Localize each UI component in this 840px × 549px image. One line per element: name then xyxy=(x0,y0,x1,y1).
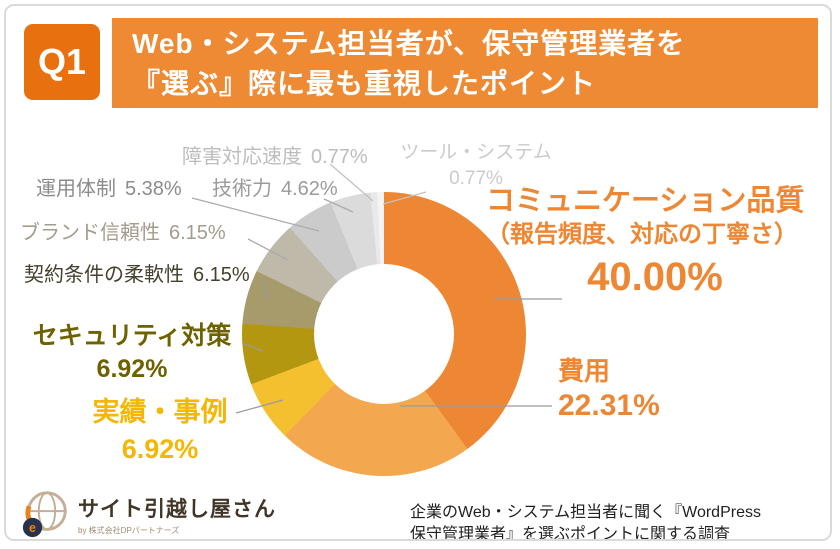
label-communication-line1: コミュニケーション品質 xyxy=(486,185,805,217)
brand-text-block: サイト引越し屋さん by 株式会社DPパートナーズ xyxy=(78,493,276,536)
label-communication-line2: （報告頻度、対応の丁寧さ） xyxy=(486,221,798,248)
label-contract-flexibility: 契約条件の柔軟性 6.15% xyxy=(24,258,250,287)
label-operation-structure: 運用体制 5.38% xyxy=(36,172,182,201)
label-incident-text: 障害対応速度 xyxy=(182,146,302,168)
title-line2: 『選ぶ』際に最も重視したポイント xyxy=(132,68,597,99)
label-security-pct: 6.92% xyxy=(96,355,168,383)
label-incident-pct: 0.77% xyxy=(311,146,368,168)
label-skill-pct: 4.62% xyxy=(281,178,338,200)
label-security-measures: セキュリティ対策 6.92% xyxy=(14,320,250,386)
survey-source-note: 企業のWeb・システム担当者に聞く『WordPress 保守管理業者』を選ぶポイ… xyxy=(410,502,761,541)
title-banner: Web・システム担当者が、保守管理業者を 『選ぶ』際に最も重視したポイント xyxy=(112,18,818,108)
label-brand-pct: 6.15% xyxy=(169,222,226,244)
label-contract-pct: 6.15% xyxy=(193,264,250,286)
globe-icon: e xyxy=(22,491,67,538)
label-technical-skill: 技術力 4.62% xyxy=(212,172,338,201)
survey-card: Q1 Web・システム担当者が、保守管理業者を 『選ぶ』際に最も重視したポイント… xyxy=(4,4,832,541)
donut-hole xyxy=(314,264,454,404)
label-cost: 費用 22.31% xyxy=(558,354,660,424)
label-tool-text: ツール・システム xyxy=(400,142,552,163)
label-results-text: 実績・事例 xyxy=(92,397,228,427)
label-tool-pct: 0.77% xyxy=(449,168,503,189)
brand-name: サイト引越し屋さん xyxy=(78,497,276,521)
label-brand-trust: ブランド信頼性 6.15% xyxy=(20,216,226,245)
label-communication-quality: コミュニケーション品質 （報告頻度、対応の丁寧さ） 40.00% xyxy=(486,184,824,300)
label-security-text: セキュリティ対策 xyxy=(32,322,232,350)
label-tool-system: ツール・システム 0.77% xyxy=(394,140,558,192)
label-operation-pct: 5.38% xyxy=(125,178,182,200)
title-line1: Web・システム担当者が、保守管理業者を xyxy=(132,28,686,59)
label-incident-response-speed: 障害対応速度 0.77% xyxy=(182,140,368,169)
label-operation-text: 運用体制 xyxy=(36,178,116,200)
label-skill-text: 技術力 xyxy=(212,178,272,200)
label-communication-pct: 40.00% xyxy=(587,255,723,299)
label-cost-pct: 22.31% xyxy=(558,389,660,422)
label-results-pct: 6.92% xyxy=(121,434,199,464)
label-contract-text: 契約条件の柔軟性 xyxy=(24,264,184,286)
label-cost-text: 費用 xyxy=(558,356,611,386)
label-brand-text: ブランド信頼性 xyxy=(20,222,160,244)
survey-note-line2: 保守管理業者』を選ぶポイントに関する調査 xyxy=(410,526,731,541)
question-badge: Q1 xyxy=(24,24,100,100)
svg-text:e: e xyxy=(29,521,36,535)
survey-note-line1: 企業のWeb・システム担当者に聞く『WordPress xyxy=(410,504,761,521)
brand-subtext: by 株式会社DPパートナーズ xyxy=(78,525,180,535)
question-number: Q1 xyxy=(37,41,87,82)
brand-logo: e サイト引越し屋さん by 株式会社DPパートナーズ xyxy=(20,488,276,539)
label-track-record: 実績・事例 6.92% xyxy=(82,394,238,468)
